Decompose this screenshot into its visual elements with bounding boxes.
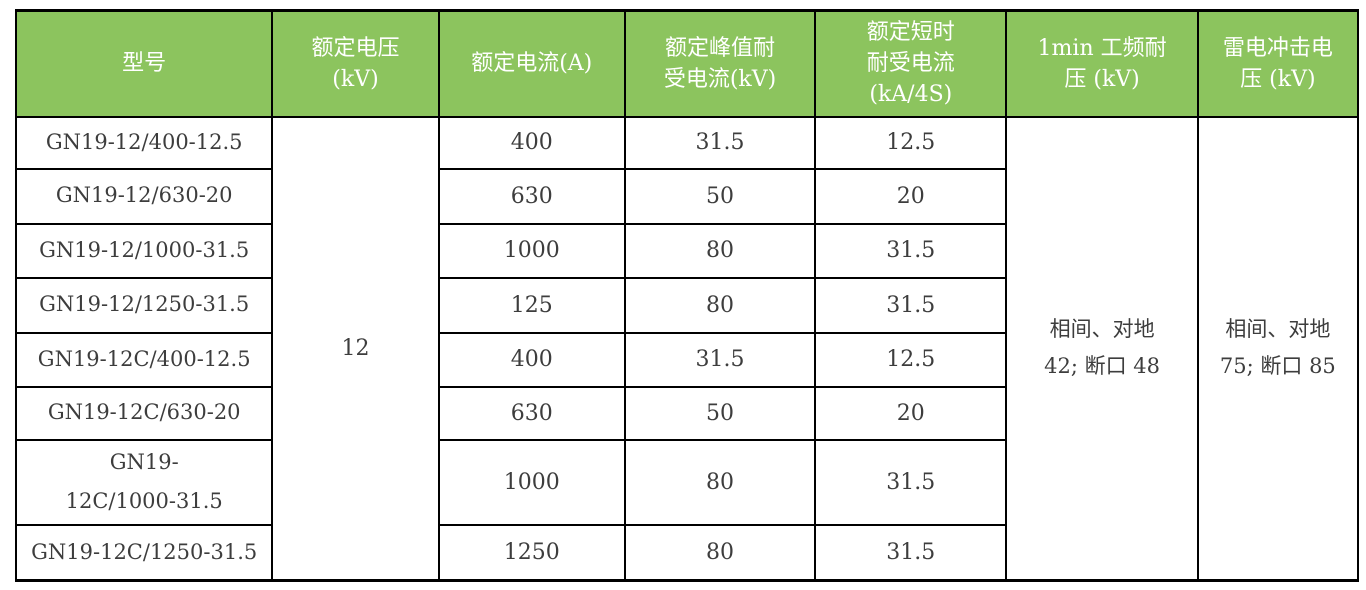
short-time-withstand-cell: 31.5 — [814, 524, 1008, 582]
power-freq-withstand-merged-cell: 相间、对地 42; 断口 48 — [1005, 115, 1199, 582]
peak-withstand-cell: 80 — [623, 222, 817, 279]
rated-current-cell: 400 — [437, 115, 626, 170]
peak-withstand-cell: 80 — [623, 438, 817, 527]
short-time-withstand-cell: 31.5 — [814, 438, 1008, 527]
short-time-withstand-cell: 31.5 — [814, 276, 1008, 334]
rated-current-cell: 1000 — [437, 438, 626, 527]
table-row: GN19- 12C/1000-31.5 1000 80 31.5 — [14, 438, 1358, 527]
rated-current-cell: 400 — [437, 331, 626, 388]
rated-current-cell: 1000 — [437, 222, 626, 279]
peak-withstand-cell: 31.5 — [623, 115, 817, 170]
table-row: GN19-12/1000-31.5 1000 80 31.5 — [14, 222, 1358, 279]
spec-table: 型号 额定电压 (kV) 额定电流(A) 额定峰值耐 受电流(kV) 额定短时 … — [14, 9, 1360, 582]
rated-current-cell: 630 — [437, 385, 626, 441]
rated-current-cell: 125 — [437, 276, 626, 334]
table-row: GN19-12C/630-20 630 50 20 — [14, 385, 1358, 441]
model-cell: GN19-12C/1250-31.5 — [14, 524, 274, 582]
table-row: GN19-12C/400-12.5 400 31.5 12.5 — [14, 331, 1358, 388]
model-cell: GN19-12/400-12.5 — [14, 115, 274, 170]
rated-current-cell: 1250 — [437, 524, 626, 582]
short-time-withstand-cell: 20 — [814, 167, 1008, 225]
peak-withstand-cell: 80 — [623, 276, 817, 334]
spec-table-container: 型号 额定电压 (kV) 额定电流(A) 额定峰值耐 受电流(kV) 额定短时 … — [14, 9, 1360, 582]
peak-withstand-cell: 50 — [623, 385, 817, 441]
short-time-withstand-cell: 20 — [814, 385, 1008, 441]
short-time-withstand-cell: 12.5 — [814, 115, 1008, 170]
col-header-lightning-impulse-voltage: 雷电冲击电 压 (kV) — [1196, 9, 1360, 118]
rated-current-cell: 630 — [437, 167, 626, 225]
col-header-power-freq-withstand-voltage: 1min 工频耐 压 (kV) — [1005, 9, 1199, 118]
model-cell: GN19-12C/630-20 — [14, 385, 274, 441]
peak-withstand-cell: 31.5 — [623, 331, 817, 388]
model-cell: GN19-12/1250-31.5 — [14, 276, 274, 334]
model-cell: GN19-12C/400-12.5 — [14, 331, 274, 388]
table-row: GN19-12/400-12.5 12 400 31.5 12.5 相间、对地 … — [14, 115, 1360, 582]
col-header-rated-voltage: 额定电压 (kV) — [271, 9, 440, 118]
col-header-model: 型号 — [14, 9, 274, 118]
col-header-peak-withstand-current: 额定峰值耐 受电流(kV) — [623, 9, 817, 118]
model-cell: GN19- 12C/1000-31.5 — [14, 438, 274, 527]
table-row: GN19-12C/1250-31.5 1250 80 31.5 — [14, 524, 1358, 582]
table-row: GN19-12/630-20 630 50 20 — [14, 167, 1358, 225]
peak-withstand-cell: 50 — [623, 167, 817, 225]
col-header-rated-current: 额定电流(A) — [437, 9, 626, 118]
col-header-short-time-withstand-current: 额定短时 耐受电流 (kA/4S) — [814, 9, 1008, 118]
short-time-withstand-cell: 31.5 — [814, 222, 1008, 279]
lightning-impulse-merged-cell: 相间、对地 75; 断口 85 — [1196, 115, 1360, 582]
table-row: GN19-12/1250-31.5 125 80 31.5 — [14, 276, 1358, 334]
peak-withstand-cell: 80 — [623, 524, 817, 582]
header-row: 型号 额定电压 (kV) 额定电流(A) 额定峰值耐 受电流(kV) 额定短时 … — [14, 9, 1360, 118]
rated-voltage-merged-cell: 12 — [271, 115, 440, 582]
short-time-withstand-cell: 12.5 — [814, 331, 1008, 388]
model-cell: GN19-12/630-20 — [14, 167, 274, 225]
model-cell: GN19-12/1000-31.5 — [14, 222, 274, 279]
